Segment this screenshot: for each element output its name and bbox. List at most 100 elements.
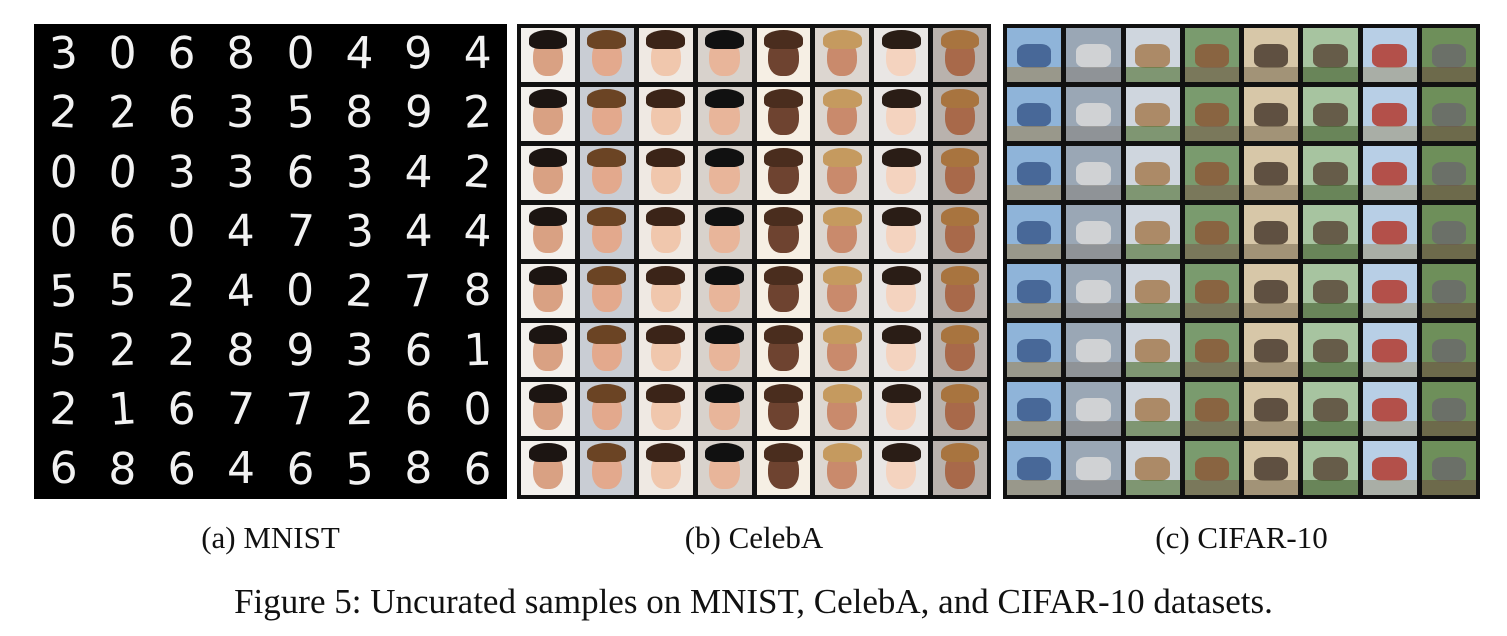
- mnist-digit: 7: [285, 205, 315, 258]
- cifar-object-sample: [1421, 323, 1476, 377]
- celeba-face-sample: [756, 205, 811, 259]
- mnist-digit: 2: [344, 383, 374, 436]
- mnist-digit: 0: [49, 205, 78, 258]
- mnist-digit: 3: [225, 86, 257, 139]
- cifar-object-sample: [1421, 87, 1476, 141]
- cifar-object-sample: [1303, 264, 1358, 318]
- mnist-digit: 5: [48, 264, 79, 317]
- cifar-object-sample: [1421, 382, 1476, 436]
- mnist-digit: 6: [49, 443, 78, 495]
- mnist-digit: 7: [284, 383, 316, 436]
- celeba-face-sample: [638, 382, 693, 436]
- celeba-sample-grid: [517, 24, 991, 499]
- mnist-digit: 8: [463, 265, 492, 317]
- cifar-object-sample: [1125, 28, 1180, 82]
- mnist-digit: 0: [286, 265, 315, 317]
- mnist-digit: 8: [107, 442, 139, 496]
- celeba-face-sample: [697, 87, 752, 141]
- celeba-face-sample: [521, 28, 575, 82]
- mnist-digit: 4: [403, 205, 433, 258]
- mnist-digit: 4: [225, 264, 257, 317]
- celeba-face-sample: [579, 205, 634, 259]
- celeba-face-sample: [815, 323, 870, 377]
- celeba-face-sample: [874, 146, 929, 200]
- cifar-object-sample: [1125, 382, 1180, 436]
- cifar-object-sample: [1066, 87, 1121, 141]
- cifar-object-sample: [1303, 323, 1358, 377]
- celeba-face-sample: [521, 323, 575, 377]
- mnist-digit: 6: [402, 323, 435, 377]
- celeba-face-sample: [874, 382, 929, 436]
- cifar-object-sample: [1421, 264, 1476, 318]
- cifar-object-sample: [1244, 87, 1299, 141]
- mnist-digit: 5: [108, 265, 137, 317]
- mnist-digit: 8: [225, 323, 257, 377]
- mnist-digit: 6: [166, 442, 198, 496]
- mnist-digit: 6: [167, 87, 196, 139]
- celeba-face-sample: [579, 28, 634, 82]
- celeba-face-sample: [697, 28, 752, 82]
- celeba-face-sample: [756, 441, 811, 495]
- cifar-object-sample: [1184, 323, 1239, 377]
- mnist-digit: 6: [403, 383, 434, 436]
- mnist-digit: 2: [107, 324, 138, 377]
- celeba-face-sample: [756, 87, 811, 141]
- mnist-digit: 1: [462, 324, 493, 377]
- cifar-object-sample: [1066, 382, 1121, 436]
- mnist-digit: 2: [107, 86, 138, 139]
- cifar-object-sample: [1421, 441, 1476, 495]
- mnist-digit: 3: [343, 204, 375, 258]
- cifar-object-sample: [1184, 28, 1239, 82]
- mnist-digit: 6: [462, 442, 493, 496]
- cifar-object-sample: [1007, 264, 1062, 318]
- cifar-object-sample: [1421, 28, 1476, 82]
- celeba-face-sample: [933, 441, 987, 495]
- celeba-face-sample: [638, 28, 693, 82]
- cifar-object-sample: [1184, 264, 1239, 318]
- celeba-face-sample: [874, 28, 929, 82]
- mnist-digit: 2: [461, 145, 494, 199]
- celeba-face-sample: [697, 382, 752, 436]
- cifar-object-sample: [1125, 264, 1180, 318]
- mnist-digit: 3: [226, 146, 256, 198]
- celeba-face-sample: [579, 87, 634, 141]
- cifar-object-sample: [1066, 264, 1121, 318]
- celeba-face-sample: [933, 87, 987, 141]
- mnist-digit: 4: [344, 27, 375, 80]
- mnist-digit: 3: [166, 145, 197, 198]
- cifar-object-sample: [1007, 205, 1062, 259]
- caption-celeba: (b) CelebA: [684, 520, 824, 555]
- celeba-face-sample: [874, 264, 929, 318]
- celeba-face-sample: [756, 264, 811, 318]
- mnist-digit: 8: [225, 26, 257, 80]
- mnist-digit: 2: [167, 324, 197, 376]
- celeba-face-sample: [638, 87, 693, 141]
- cifar-object-sample: [1184, 382, 1239, 436]
- mnist-digit: 3: [344, 145, 375, 198]
- cifar-object-sample: [1066, 323, 1121, 377]
- celeba-face-sample: [697, 441, 752, 495]
- celeba-face-sample: [579, 264, 634, 318]
- mnist-digit: 6: [107, 205, 138, 258]
- cifar-object-sample: [1244, 323, 1299, 377]
- celeba-face-sample: [697, 146, 752, 200]
- cifar-object-sample: [1303, 382, 1358, 436]
- cifar-object-sample: [1184, 87, 1239, 141]
- caption-cifar: (c) CIFAR-10: [1155, 520, 1328, 555]
- cifar-object-sample: [1362, 264, 1417, 318]
- mnist-digit: 3: [344, 324, 374, 376]
- mnist-digit: 2: [48, 383, 79, 436]
- mnist-digit: 5: [284, 86, 316, 139]
- celeba-face-sample: [933, 264, 987, 318]
- mnist-digit: 0: [108, 27, 138, 79]
- cifar-object-sample: [1421, 146, 1476, 200]
- cifar-object-sample: [1007, 382, 1062, 436]
- celeba-face-sample: [521, 87, 575, 141]
- celeba-face-sample: [756, 323, 811, 377]
- mnist-digit: 5: [343, 442, 375, 496]
- celeba-face-sample: [579, 146, 634, 200]
- celeba-face-sample: [815, 146, 870, 200]
- celeba-face-sample: [933, 28, 987, 82]
- mnist-digit: 4: [403, 146, 433, 198]
- celeba-face-sample: [521, 146, 575, 200]
